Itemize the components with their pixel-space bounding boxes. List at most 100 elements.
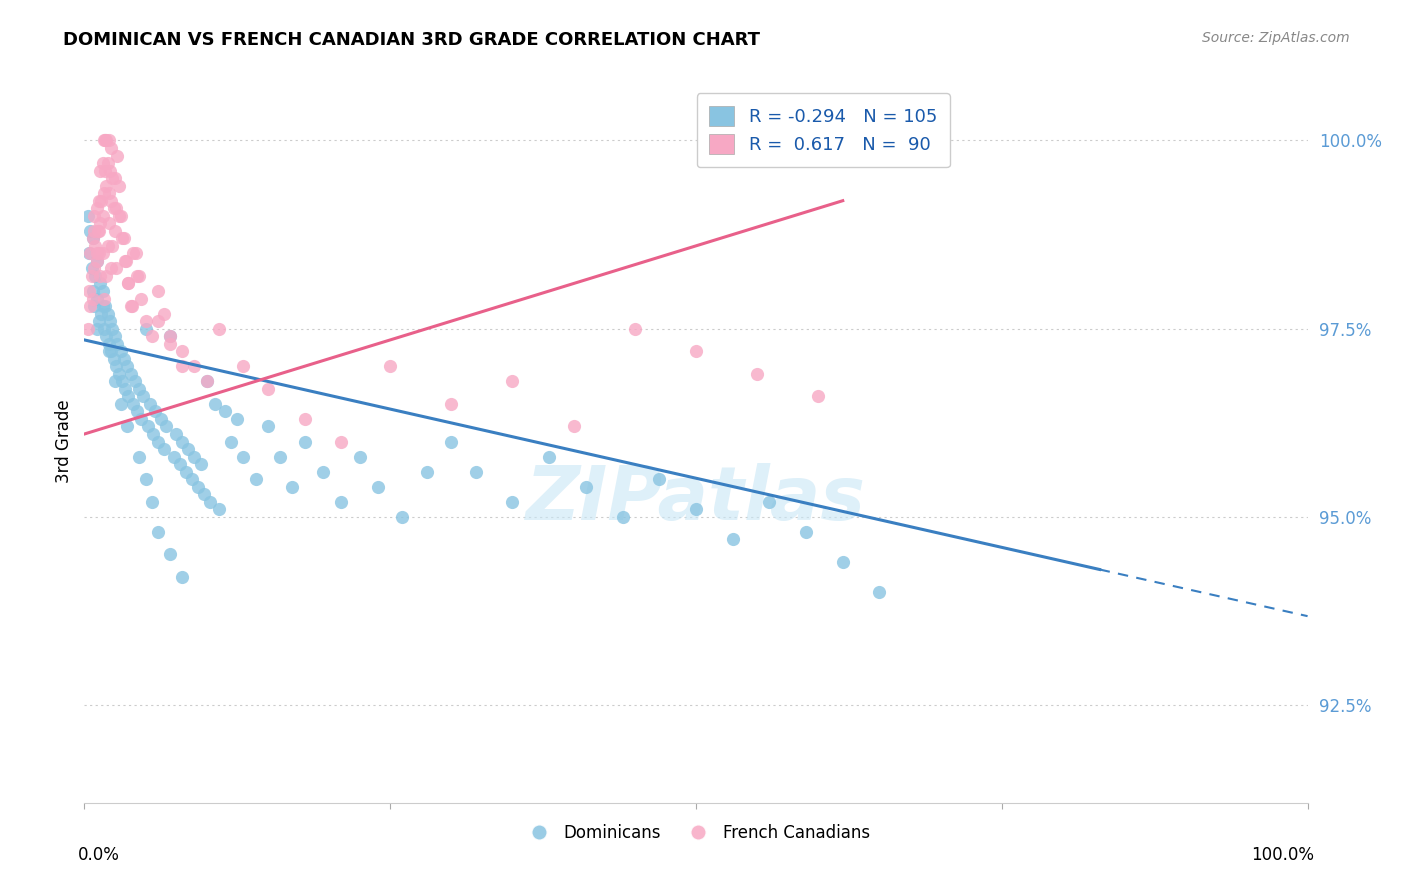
Point [107,367,129,381]
Point [114,254,136,268]
Point [79,299,101,313]
Point [100,261,122,276]
Point [685,502,707,516]
Point [96,134,118,148]
Point [117,277,139,291]
Point [87,314,110,328]
Point [77,246,100,260]
Point [120,299,142,313]
Point [125,404,148,418]
Point [269,450,291,464]
Point [193,487,215,501]
Point [153,442,176,456]
Point [146,434,169,449]
Point [90,194,112,208]
Point [100,141,122,155]
Point [174,465,197,479]
Point [114,382,136,396]
Point [172,359,194,374]
Point [84,268,107,283]
Point [183,359,205,374]
Point [89,163,111,178]
Point [79,246,101,260]
Point [89,268,111,283]
Point [86,254,108,268]
Point [136,419,159,434]
Point [86,246,108,260]
Point [101,321,124,335]
Point [195,375,218,389]
Point [747,367,769,381]
Point [86,201,108,215]
Point [502,375,524,389]
Point [87,194,110,208]
Point [208,321,231,335]
Point [96,268,118,283]
Point [141,495,163,509]
Point [502,495,524,509]
Point [685,344,707,359]
Point [135,314,157,328]
Point [105,261,128,276]
Point [80,268,103,283]
Point [159,336,181,351]
Point [129,292,152,306]
Point [79,224,101,238]
Point [146,524,169,539]
Point [94,134,117,148]
Point [391,509,413,524]
Point [77,321,100,335]
Point [208,502,231,516]
Point [90,307,112,321]
Point [93,186,115,201]
Point [312,465,335,479]
Point [187,480,209,494]
Text: DOMINICAN VS FRENCH CANADIAN 3RD GRADE CORRELATION CHART: DOMINICAN VS FRENCH CANADIAN 3RD GRADE C… [63,31,761,49]
Point [807,389,830,403]
Point [440,434,463,449]
Point [105,201,128,215]
Point [135,321,157,335]
Point [195,375,218,389]
Point [103,351,125,366]
Point [143,404,166,418]
Point [132,389,155,403]
Point [93,292,115,306]
Text: 0.0%: 0.0% [79,847,120,864]
Point [87,246,110,260]
Point [105,148,128,162]
Point [111,231,134,245]
Point [120,367,142,381]
Point [86,321,108,335]
Point [129,412,152,426]
Point [648,472,671,486]
Point [96,178,118,193]
Point [330,434,353,449]
Y-axis label: 3rd Grade: 3rd Grade [55,400,73,483]
Point [172,434,194,449]
Point [105,336,128,351]
Point [128,382,150,396]
Point [83,209,105,223]
Point [97,156,120,170]
Point [96,329,118,343]
Point [91,246,114,260]
Point [172,570,194,584]
Point [122,246,145,260]
Point [104,171,127,186]
Point [122,397,145,411]
Text: 100.0%: 100.0% [1251,847,1313,864]
Point [190,457,212,471]
Point [87,224,110,238]
Point [103,201,125,215]
Point [169,457,191,471]
Text: Source: ZipAtlas.com: Source: ZipAtlas.com [1202,31,1350,45]
Point [624,321,647,335]
Point [115,254,138,268]
Point [869,585,891,599]
Point [155,419,177,434]
Point [112,231,135,245]
Point [794,524,817,539]
Point [281,480,304,494]
Point [77,284,100,298]
